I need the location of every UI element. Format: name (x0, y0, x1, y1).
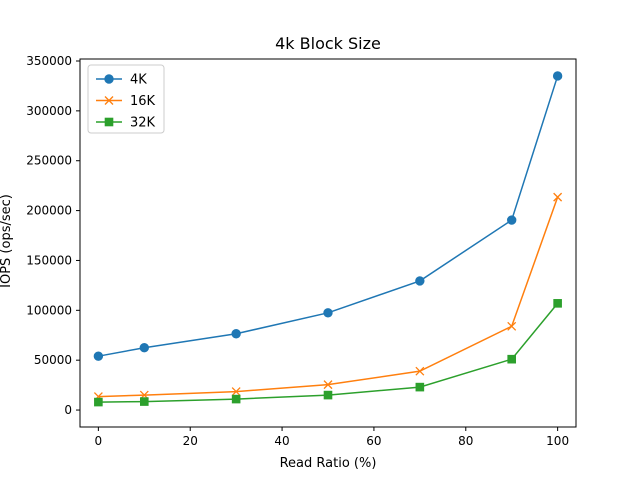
x-marker-stroke (323, 380, 333, 390)
data-point (552, 71, 563, 81)
legend-entry: 32K (96, 116, 156, 131)
legend-entry: 4K (96, 73, 147, 88)
data-point (553, 299, 562, 308)
axes-frame (79, 58, 577, 428)
x-axis-label: Read Ratio (%) (280, 456, 377, 471)
x-tick-label: 20 (183, 434, 198, 448)
x-marker-stroke (507, 321, 517, 331)
x-tick-label: 80 (458, 434, 473, 448)
data-point (231, 387, 241, 397)
x-tick-label: 60 (366, 434, 381, 448)
data-point (139, 343, 149, 353)
legend-label: 32K (130, 116, 156, 131)
x-marker-stroke (415, 366, 425, 376)
y-tick-label: 250000 (26, 154, 72, 168)
x-marker-stroke (104, 96, 114, 105)
data-point (553, 192, 563, 202)
data-point (507, 321, 517, 331)
series-32k (94, 299, 562, 407)
legend-entry: 16K (96, 94, 156, 109)
data-point (415, 276, 425, 286)
data-point (231, 329, 241, 339)
y-tick-label: 0 (64, 403, 72, 417)
series-4k (93, 71, 563, 361)
data-point (507, 354, 517, 364)
y-tick-label: 200000 (26, 204, 72, 218)
legend-marker (104, 74, 114, 84)
data-point (93, 351, 104, 361)
data-point (323, 380, 333, 390)
legend: 4K 16K 32K (87, 64, 165, 134)
data-point (415, 366, 425, 376)
chart-title: 4k Block Size (275, 34, 381, 53)
x-tick-label: 100 (546, 434, 569, 448)
y-axis-label: IOPS (ops/sec) (0, 194, 14, 288)
data-point (323, 390, 333, 400)
x-marker-stroke (553, 192, 563, 202)
legend-label: 4K (130, 73, 147, 88)
y-tick-label: 150000 (26, 253, 72, 267)
y-tick-label: 350000 (26, 54, 72, 68)
plot-area: 0 20 40 60 80 100 0 50000 100000 150000 200000 2500… (26, 54, 577, 448)
legend-marker (104, 117, 114, 127)
y-tick-label: 100000 (26, 303, 72, 317)
data-point (507, 215, 517, 225)
x-marker-stroke (231, 387, 241, 397)
x-tick-label: 40 (274, 434, 289, 448)
y-tick-label: 300000 (26, 104, 72, 118)
data-point (323, 308, 333, 318)
data-point (94, 397, 103, 407)
data-point (231, 394, 241, 404)
legend-label: 16K (130, 94, 156, 109)
y-tick-label: 50000 (34, 353, 72, 367)
data-point (139, 397, 149, 406)
legend-marker (104, 96, 114, 105)
data-point (415, 382, 425, 392)
x-tick-label: 0 (95, 434, 103, 448)
